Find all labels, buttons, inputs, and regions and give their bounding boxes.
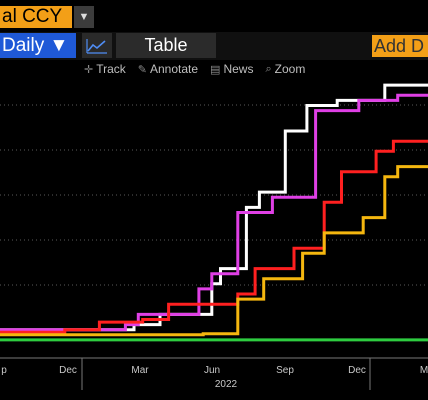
annotate-label: Annotate — [150, 62, 199, 76]
zoom-tool[interactable]: ⌕ Zoom — [265, 62, 305, 76]
line-chart-icon — [86, 38, 107, 54]
news-tool[interactable]: ▤ News — [210, 62, 253, 76]
track-tool[interactable]: ✛ Track — [84, 62, 126, 76]
news-label: News — [223, 62, 254, 76]
x-tick-label-1: Dec — [59, 365, 77, 376]
header-bar: al CCY ▼ — [0, 0, 428, 32]
frequency-dropdown[interactable]: Daily ▼ — [0, 33, 76, 58]
x-tick-label-5: Dec — [348, 365, 366, 376]
currency-dropdown-button[interactable]: ▼ — [74, 6, 94, 28]
chart-series — [0, 83, 428, 342]
series-line-3 — [0, 165, 428, 337]
series-line-0 — [0, 83, 428, 332]
tab-table[interactable]: Table — [116, 33, 216, 58]
crosshair-icon: ✛ — [84, 63, 94, 76]
chart-toolbar: Daily ▼ Table Add D — [0, 32, 428, 60]
news-icon: ▤ — [210, 63, 221, 76]
x-tick-label-0: p — [1, 365, 7, 376]
chart-tools: ✛ Track ✎ Annotate ▤ News ⌕ Zoom — [84, 60, 305, 78]
triangle-down-icon: ▼ — [78, 11, 90, 23]
zoom-icon: ⌕ — [265, 62, 272, 75]
annotate-tool[interactable]: ✎ Annotate — [138, 62, 198, 76]
zoom-label: Zoom — [274, 62, 306, 76]
x-tick-label-2: Mar — [131, 365, 149, 376]
x-tick-label-4: Sep — [276, 365, 294, 376]
line-chart-button[interactable] — [82, 33, 112, 58]
currency-field[interactable]: al CCY — [0, 6, 72, 28]
chart-grid — [0, 104, 428, 359]
series-line-2 — [0, 139, 428, 334]
x-tick-label-3: Jun — [204, 365, 220, 376]
year-label: 2022 — [215, 379, 238, 390]
track-label: Track — [96, 62, 126, 76]
annotate-icon: ✎ — [137, 63, 147, 76]
add-data-button[interactable]: Add D — [372, 35, 428, 57]
series-line-1 — [0, 93, 428, 332]
x-axis: p Dec Mar Jun Sep Dec M 2022 — [1, 358, 428, 390]
x-tick-label-6: M — [420, 365, 428, 376]
